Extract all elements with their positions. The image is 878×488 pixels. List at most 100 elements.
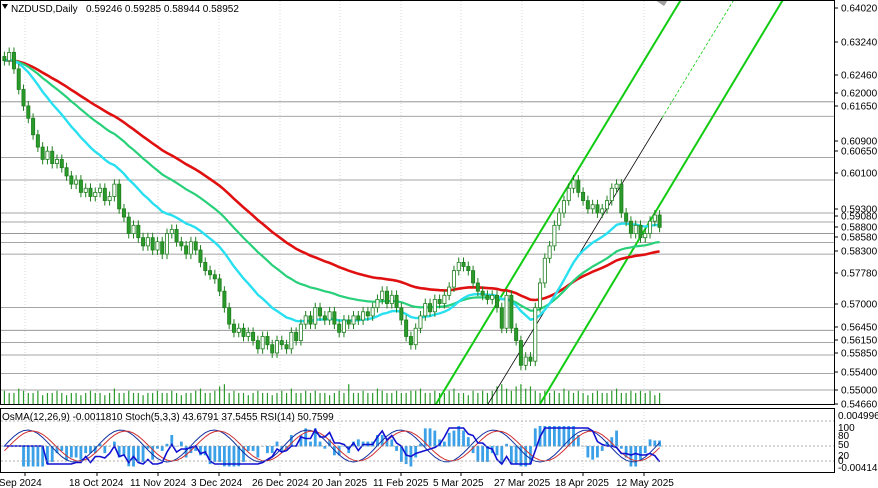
volume-bar xyxy=(333,393,335,404)
candle-body xyxy=(614,183,619,189)
channel-line-lower xyxy=(539,0,784,405)
volume-bar xyxy=(625,393,627,404)
candle-body xyxy=(471,270,476,284)
osma-bar xyxy=(629,446,633,467)
osma-bar xyxy=(189,446,193,454)
ind-axis-label: 0 xyxy=(838,456,844,467)
volume-bar xyxy=(147,393,149,404)
volume-bar xyxy=(343,393,345,404)
y-tick-label: 0.57780 xyxy=(841,269,878,280)
volume-bar xyxy=(405,393,407,404)
volume-bar xyxy=(529,386,532,404)
candle-body xyxy=(389,294,394,304)
candle-body xyxy=(528,356,533,362)
volume-bar xyxy=(271,395,273,404)
candle-body xyxy=(566,187,571,202)
osma-bar xyxy=(218,446,222,462)
volume-bar xyxy=(13,393,15,404)
osma-bar xyxy=(65,446,68,460)
osma-bar xyxy=(486,446,489,462)
volume-bar xyxy=(118,393,120,404)
candle-body xyxy=(217,278,222,292)
candle-body xyxy=(561,200,566,214)
volume-bar xyxy=(434,390,436,404)
osma-bar xyxy=(285,446,288,449)
osma-bar xyxy=(481,446,485,462)
osma-bar xyxy=(31,446,35,467)
osma-bar xyxy=(289,435,293,447)
volume-bar xyxy=(290,388,292,404)
candle-body xyxy=(2,56,7,62)
y-tick-label: 0.58800 xyxy=(841,223,878,234)
candle-body xyxy=(179,241,184,247)
corner-marker-icon xyxy=(655,0,668,6)
candle-body xyxy=(150,237,155,251)
volume-bar xyxy=(410,390,412,404)
volume-bar xyxy=(199,388,202,404)
volume-bar xyxy=(496,386,498,404)
osma-bar xyxy=(356,439,360,447)
candle-body xyxy=(585,200,590,210)
volume-bar xyxy=(190,393,192,404)
candle-body xyxy=(494,294,499,309)
osma-bar xyxy=(376,435,379,447)
volume-bar xyxy=(448,390,450,404)
osma-bar xyxy=(141,446,145,462)
volume-bar xyxy=(238,393,240,404)
osma-bar xyxy=(399,446,403,462)
candle-body xyxy=(117,183,122,210)
osma-bar xyxy=(600,446,604,451)
osma-bar xyxy=(495,446,499,456)
candle-body xyxy=(318,307,323,317)
volume-bar xyxy=(305,390,307,404)
volume-bar xyxy=(644,393,646,404)
candle-body xyxy=(356,315,361,321)
candle-body xyxy=(451,270,456,288)
osma-bar xyxy=(500,446,504,465)
osma-bar xyxy=(624,446,628,458)
osma-bar xyxy=(208,446,212,465)
osma-bar xyxy=(562,426,566,447)
volume-bar xyxy=(429,393,431,404)
volume-bar xyxy=(520,384,522,404)
volume-bar xyxy=(601,393,603,404)
candle-body xyxy=(294,331,299,341)
candle-body xyxy=(308,315,313,325)
candle-body xyxy=(93,191,98,197)
candle-body xyxy=(208,270,213,276)
candle-body xyxy=(538,282,543,309)
dropdown-triangle-icon[interactable] xyxy=(2,4,8,9)
candle-body xyxy=(126,216,131,234)
volume-bar xyxy=(329,395,331,404)
candle-body xyxy=(413,327,418,346)
osma-bar xyxy=(567,426,571,447)
osma-bar xyxy=(643,446,647,454)
volume-bar xyxy=(8,393,10,404)
candle-body xyxy=(432,299,437,313)
volume-bar xyxy=(3,390,5,404)
volume-bar xyxy=(467,395,469,404)
volume-bar xyxy=(104,395,106,404)
osma-bar xyxy=(50,446,54,462)
osma-bar xyxy=(256,446,260,458)
volume-bar xyxy=(195,390,197,404)
osma-bar xyxy=(634,446,638,467)
candle-body xyxy=(184,245,189,255)
y-tick-label: 0.56450 xyxy=(841,323,878,334)
volume-bar xyxy=(472,390,474,404)
osma-bar xyxy=(438,439,442,447)
volume-bar xyxy=(89,390,92,404)
volume-bar xyxy=(295,393,297,404)
candle-body xyxy=(193,241,198,251)
candle-body xyxy=(423,303,428,317)
osma-bar xyxy=(328,439,332,447)
candle-body xyxy=(600,208,605,214)
osma-bar xyxy=(447,432,451,447)
candle-body xyxy=(624,212,629,222)
osma-bar xyxy=(658,440,662,447)
y-tick-label: 0.54660 xyxy=(841,400,878,411)
y-tick-label: 0.61650 xyxy=(841,102,878,113)
osma-bar xyxy=(232,446,236,467)
